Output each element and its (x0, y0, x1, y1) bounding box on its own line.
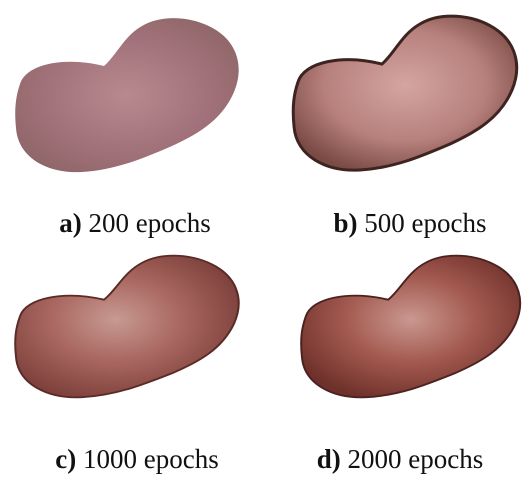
panel-label: b) (334, 208, 358, 238)
figure: a) 200 epochs b) 500 epochs c) 1000 epoc… (0, 0, 524, 481)
panel-caption: 500 epochs (364, 208, 486, 238)
panel-image (301, 256, 520, 398)
panel-image (293, 16, 516, 170)
caption: b) 500 epochs (334, 208, 487, 238)
caption: c) 1000 epochs (55, 444, 218, 474)
panel-caption: 1000 epochs (83, 444, 219, 474)
panel-image (15, 256, 238, 398)
organ-image (15, 18, 238, 172)
organ-image (293, 16, 516, 170)
panel-caption: 2000 epochs (348, 444, 484, 474)
panel-label: a) (59, 208, 82, 238)
panel-image (15, 18, 238, 172)
caption: d) 2000 epochs (317, 444, 484, 474)
panel-caption: 200 epochs (89, 208, 211, 238)
page: {"panels": [ {"label": "a)", "caption": … (0, 0, 524, 481)
panel-label: d) (317, 444, 341, 474)
panel-label: c) (55, 444, 76, 474)
caption: a) 200 epochs (59, 208, 210, 238)
organ-image (15, 256, 238, 398)
organ-image (301, 256, 520, 398)
